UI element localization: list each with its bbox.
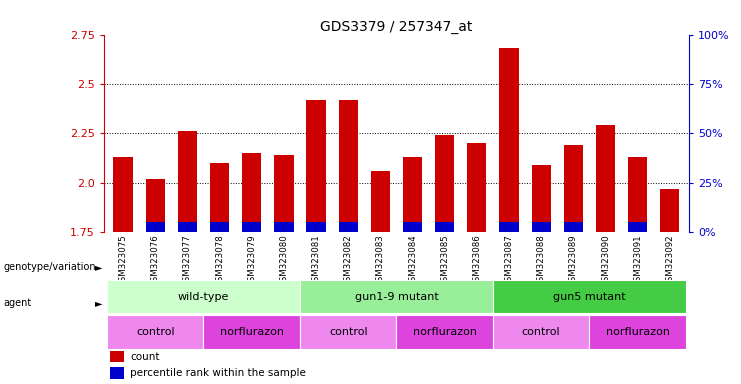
Bar bbox=[589, 315, 686, 349]
Bar bbox=[467, 143, 487, 232]
Text: GSM323085: GSM323085 bbox=[440, 234, 449, 287]
Text: GSM323077: GSM323077 bbox=[183, 234, 192, 287]
Text: GSM323078: GSM323078 bbox=[215, 234, 224, 287]
Text: GSM323084: GSM323084 bbox=[408, 234, 417, 287]
Bar bbox=[499, 222, 519, 232]
Text: ►: ► bbox=[95, 262, 102, 272]
Bar bbox=[107, 315, 204, 349]
Text: GSM323087: GSM323087 bbox=[505, 234, 514, 287]
Bar bbox=[110, 351, 124, 362]
Bar bbox=[300, 280, 493, 313]
Bar bbox=[435, 222, 454, 232]
Bar bbox=[110, 367, 124, 379]
Bar bbox=[493, 315, 589, 349]
Text: gun5 mutant: gun5 mutant bbox=[553, 292, 625, 302]
Bar bbox=[660, 189, 679, 232]
Bar bbox=[178, 222, 197, 232]
Bar bbox=[339, 100, 358, 232]
Text: gun1-9 mutant: gun1-9 mutant bbox=[354, 292, 439, 302]
Text: GSM323083: GSM323083 bbox=[376, 234, 385, 287]
Bar bbox=[564, 222, 583, 232]
Bar bbox=[493, 280, 686, 313]
Bar bbox=[628, 222, 648, 232]
Bar bbox=[499, 48, 519, 232]
Bar bbox=[596, 126, 615, 232]
Bar bbox=[113, 157, 133, 232]
Bar bbox=[531, 222, 551, 232]
Title: GDS3379 / 257347_at: GDS3379 / 257347_at bbox=[320, 20, 473, 33]
Bar bbox=[210, 163, 229, 232]
Bar bbox=[403, 222, 422, 232]
Bar bbox=[178, 131, 197, 232]
Text: GSM323080: GSM323080 bbox=[279, 234, 288, 287]
Text: norflurazon: norflurazon bbox=[605, 327, 670, 337]
Text: GSM323075: GSM323075 bbox=[119, 234, 127, 287]
Bar bbox=[107, 280, 300, 313]
Bar bbox=[145, 179, 165, 232]
Bar bbox=[435, 135, 454, 232]
Text: GSM323090: GSM323090 bbox=[601, 234, 610, 287]
Text: GSM323091: GSM323091 bbox=[633, 234, 642, 287]
Text: GSM323092: GSM323092 bbox=[665, 234, 674, 287]
Bar bbox=[564, 145, 583, 232]
Text: GSM323088: GSM323088 bbox=[536, 234, 545, 287]
Text: control: control bbox=[136, 327, 175, 337]
Bar bbox=[274, 155, 293, 232]
Text: norflurazon: norflurazon bbox=[219, 327, 284, 337]
Bar bbox=[242, 222, 262, 232]
Bar bbox=[531, 165, 551, 232]
Text: ►: ► bbox=[95, 298, 102, 308]
Bar bbox=[396, 315, 493, 349]
Text: count: count bbox=[130, 352, 159, 362]
Text: genotype/variation: genotype/variation bbox=[4, 262, 96, 272]
Text: norflurazon: norflurazon bbox=[413, 327, 476, 337]
Bar bbox=[300, 315, 396, 349]
Text: GSM323089: GSM323089 bbox=[569, 234, 578, 287]
Bar bbox=[339, 222, 358, 232]
Bar bbox=[370, 171, 390, 232]
Text: GSM323081: GSM323081 bbox=[311, 234, 321, 287]
Text: agent: agent bbox=[4, 298, 32, 308]
Bar bbox=[274, 222, 293, 232]
Text: GSM323082: GSM323082 bbox=[344, 234, 353, 287]
Text: GSM323076: GSM323076 bbox=[150, 234, 160, 287]
Bar bbox=[210, 222, 229, 232]
Text: percentile rank within the sample: percentile rank within the sample bbox=[130, 368, 306, 378]
Bar bbox=[306, 100, 326, 232]
Text: control: control bbox=[329, 327, 368, 337]
Text: control: control bbox=[522, 327, 560, 337]
Text: GSM323086: GSM323086 bbox=[472, 234, 482, 287]
Bar bbox=[242, 153, 262, 232]
Bar bbox=[204, 315, 300, 349]
Bar bbox=[628, 157, 648, 232]
Bar bbox=[145, 222, 165, 232]
Bar bbox=[403, 157, 422, 232]
Bar bbox=[306, 222, 326, 232]
Text: GSM323079: GSM323079 bbox=[247, 234, 256, 287]
Text: wild-type: wild-type bbox=[178, 292, 229, 302]
